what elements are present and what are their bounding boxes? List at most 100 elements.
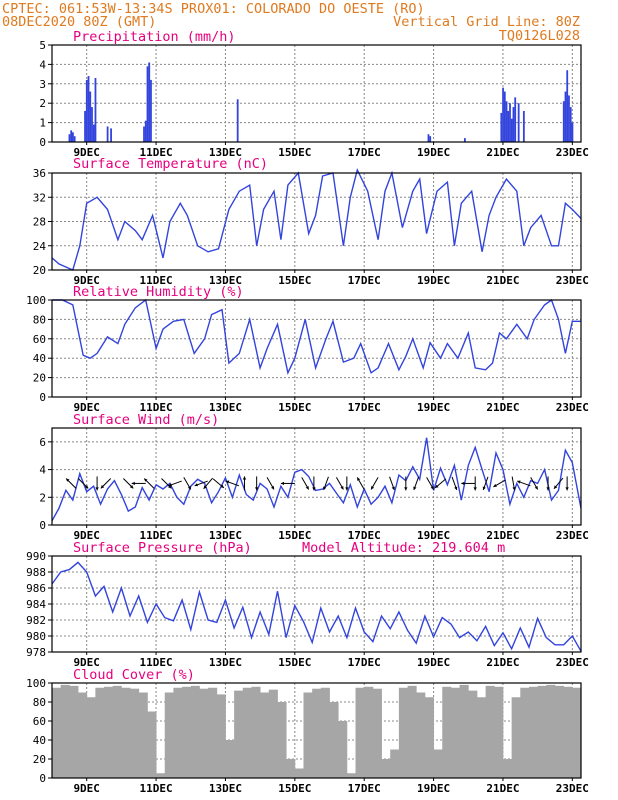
wind-arrow-head	[482, 486, 486, 490]
wind-arrow	[546, 476, 550, 491]
wind-xtick-label: 23DEC	[556, 529, 589, 542]
humidity-ytick-label: 80	[33, 313, 46, 326]
wind-arrow-head	[129, 485, 134, 489]
precip-bar	[84, 110, 86, 142]
precip-bar	[568, 95, 570, 142]
header-run-date: 08DEC2020 80Z (GMT)	[2, 14, 156, 30]
cloud-bar	[546, 684, 556, 778]
wind-arrow	[451, 476, 458, 491]
header-model: TQ0126L028	[499, 28, 580, 44]
precip-bar	[143, 126, 145, 142]
precipitation-xtick-label: 11DEC	[140, 146, 173, 159]
wind-arrow-head	[225, 480, 230, 484]
cloud-xtick-label: 21DEC	[486, 782, 519, 795]
precip-bar	[503, 91, 506, 142]
wind-arrow-head	[371, 486, 375, 490]
cloud-xtick-label: 9DEC	[73, 782, 100, 795]
precip-bar	[522, 110, 525, 142]
header-location: CPTEC: 061:53W-13:34S PROX01: COLORADO D…	[2, 1, 425, 17]
cloud-bar	[338, 721, 348, 778]
wind-arrow-head	[357, 477, 361, 481]
precip-bar	[509, 103, 511, 142]
pressure-ytick-label: 982	[26, 614, 46, 627]
temperature-xtick-label: 15DEC	[278, 274, 311, 287]
cloud-bar	[381, 759, 391, 778]
wind-arrow	[389, 476, 395, 491]
wind-ytick-label: 6	[39, 436, 46, 449]
precip-bar	[429, 136, 432, 142]
wind-xtick-label: 17DEC	[348, 529, 381, 542]
wind-xtick-label: 11DEC	[140, 529, 173, 542]
precip-bar	[87, 76, 90, 142]
cloud-bar	[95, 687, 105, 778]
wind-arrow-head	[413, 486, 417, 490]
precip-bar	[463, 138, 466, 142]
wind-arrow	[123, 478, 134, 489]
pressure-frame	[51, 555, 582, 653]
wind-arrow	[168, 480, 182, 487]
cloud-bar	[303, 692, 313, 778]
wind-arrow-head	[323, 486, 327, 490]
cloud-bar	[164, 692, 174, 778]
precip-bar	[236, 99, 239, 142]
wind-arrow-head	[66, 478, 70, 482]
cloud-bar	[173, 687, 183, 778]
wind-arrow	[493, 479, 506, 488]
precip-bar	[94, 77, 97, 142]
precip-bar	[427, 134, 430, 142]
wind-ytick-label: 4	[39, 464, 46, 477]
wind-arrow	[131, 481, 146, 486]
wind-arrow-head	[565, 487, 569, 491]
pressure-ytick-label: 984	[26, 598, 46, 611]
pressure-xtick-label: 21DEC	[486, 656, 519, 669]
wind-arrow-head	[493, 483, 497, 487]
precip-bar	[144, 120, 147, 142]
wind-arrow-head	[271, 486, 274, 490]
wind-arrow	[95, 476, 99, 491]
cloud-bar	[242, 687, 252, 778]
cloud-bar	[485, 685, 495, 778]
precip-bar	[569, 107, 572, 142]
temperature-ytick-label: 20	[33, 264, 46, 277]
cloud-bar	[190, 685, 200, 778]
pressure-xtick-label: 11DEC	[140, 656, 173, 669]
pressure-ytick-label: 986	[26, 582, 46, 595]
humidity-xtick-label: 21DEC	[486, 401, 519, 414]
cloud-bar	[234, 690, 244, 778]
cloud-bar	[372, 688, 382, 778]
wind-arrow	[301, 477, 310, 490]
cloud-bar	[260, 692, 270, 778]
temperature-xtick-label: 23DEC	[556, 274, 589, 287]
wind-arrow	[77, 478, 89, 489]
wind-arrow-head	[144, 478, 148, 482]
precip-bar	[150, 79, 152, 142]
cloud-xtick-label: 11DEC	[140, 782, 173, 795]
wind-arrow	[323, 476, 329, 491]
cloud-bar	[147, 711, 157, 778]
precipitation-ytick-label: 1	[39, 117, 46, 130]
cloud-bar	[528, 686, 539, 778]
wind-arrow	[280, 481, 295, 486]
wind-arrow-head	[461, 481, 465, 486]
cloud-bar	[138, 692, 148, 778]
precip-bar	[72, 132, 74, 142]
cloud-bar	[121, 687, 131, 778]
cloud-xtick-label: 17DEC	[348, 782, 381, 795]
wind-arrow-head	[100, 485, 105, 489]
cloud-bar	[416, 692, 426, 778]
precipitation-ytick-label: 5	[39, 39, 46, 52]
cloud-bar	[329, 702, 339, 778]
cloud-bar	[511, 697, 521, 778]
wind-arrow-head	[255, 487, 259, 491]
wind-arrow	[370, 477, 379, 490]
pressure-xtick-label: 17DEC	[348, 656, 381, 669]
wind-xtick-label: 15DEC	[278, 529, 311, 542]
wind-arrow	[553, 477, 564, 490]
wind-arrow	[473, 476, 477, 491]
wind-arrow	[100, 478, 112, 489]
precipitation-frame	[51, 44, 582, 143]
wind-arrow	[530, 477, 539, 490]
cloud-bar	[390, 749, 400, 778]
temperature-xtick-label: 19DEC	[417, 274, 450, 287]
